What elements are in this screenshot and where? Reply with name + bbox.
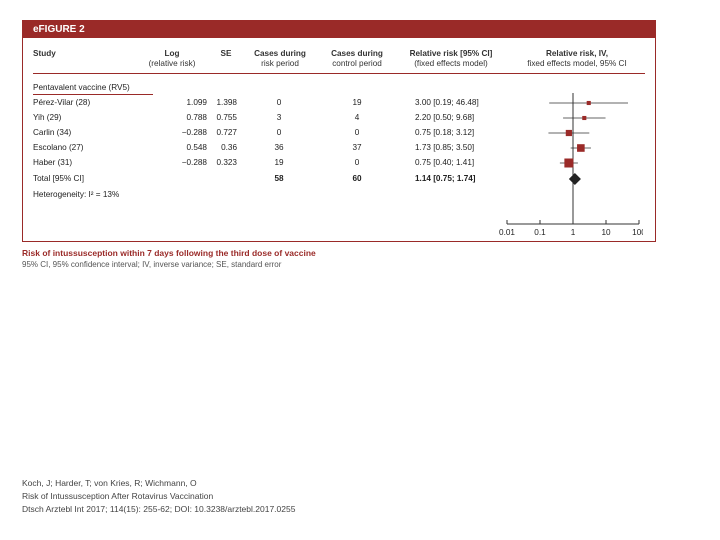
cases-control-value: 19 (352, 98, 362, 107)
col-header-study-label: Study (33, 49, 56, 58)
citation: Koch, J; Harder, T; von Kries, R; Wichma… (22, 477, 295, 516)
x-tick-label: 10 (601, 228, 611, 237)
col-header-control-sub: control period (332, 59, 382, 68)
study-square (582, 115, 587, 121)
pooled-diamond (568, 173, 581, 185)
cases-risk-value: 36 (274, 143, 284, 152)
study-name: Yih (29) (33, 113, 62, 122)
col-header-se: SE (211, 49, 241, 59)
se-value: 0.755 (216, 113, 238, 122)
col-header-risk-sub: risk period (261, 59, 299, 68)
col-header-plot: Relative risk, IV, fixed effects model, … (507, 49, 647, 69)
col-header-rr-sub: (fixed effects model) (414, 59, 488, 68)
rr-ci-value: 3.00 [0.19; 46.48] (415, 98, 479, 107)
log-rr-value: −0.288 (181, 128, 207, 137)
total-rr-ci: 1.14 [0.75; 1.74] (415, 174, 476, 183)
col-header-control-label: Cases during (331, 49, 383, 58)
study-square (565, 129, 572, 137)
x-tick-label: 0.01 (499, 228, 515, 237)
study-square (577, 144, 585, 152)
total-cases-risk: 58 (274, 174, 284, 183)
study-square (586, 100, 591, 106)
total-cases-control: 60 (352, 174, 362, 183)
figure-header: eFIGURE 2 (23, 21, 655, 38)
se-value: 0.323 (216, 158, 238, 167)
col-header-log-label: Log (164, 49, 180, 58)
cases-risk-value: 3 (276, 113, 282, 122)
col-header-rr-label: Relative risk [95% CI] (409, 49, 493, 58)
se-value: 0.36 (221, 143, 237, 152)
cases-risk-value: 0 (276, 98, 282, 107)
log-rr-value: 1.099 (186, 98, 208, 107)
cases-risk-value: 0 (276, 128, 282, 137)
log-rr-value: 0.548 (186, 143, 208, 152)
cases-risk-value: 19 (274, 158, 284, 167)
figure-frame: eFIGURE 2 Study Log (relative risk) SE C… (22, 20, 656, 242)
group-label: Pentavalent vaccine (RV5) (33, 83, 130, 92)
group-divider (33, 94, 153, 95)
cases-control-value: 4 (354, 113, 360, 122)
figure-caption: Risk of intussusception within 7 days fo… (22, 248, 656, 270)
citation-source: Dtsch Arztebl Int 2017; 114(15): 255-62;… (22, 504, 296, 514)
header-divider (33, 73, 645, 74)
caption-title: Risk of intussusception within 7 days fo… (22, 248, 316, 258)
study-name: Escolano (27) (33, 143, 84, 152)
heterogeneity-note: Heterogeneity: I² = 13% (33, 190, 120, 199)
x-tick-label: 100 (632, 228, 643, 237)
study-name: Carlin (34) (33, 128, 72, 137)
x-tick-label: 0.1 (534, 228, 546, 237)
total-label: Total [95% CI] (33, 174, 84, 183)
cases-control-value: 37 (352, 143, 362, 152)
rr-ci-value: 1.73 [0.85; 3.50] (415, 143, 475, 152)
rr-ci-value: 0.75 [0.40; 1.41] (415, 158, 475, 167)
col-header-study: Study (33, 49, 93, 59)
col-header-control: Cases during control period (321, 49, 393, 69)
cases-control-value: 0 (354, 158, 360, 167)
cases-control-value: 0 (354, 128, 360, 137)
study-name: Haber (31) (33, 158, 73, 167)
log-rr-value: 0.788 (186, 113, 208, 122)
col-header-log: Log (relative risk) (131, 49, 213, 69)
col-header-risk-label: Cases during (254, 49, 306, 58)
study-square (564, 158, 574, 168)
x-tick-label: 1 (571, 228, 576, 237)
rr-ci-value: 0.75 [0.18; 3.12] (415, 128, 475, 137)
col-header-log-sub: (relative risk) (148, 59, 196, 68)
col-header-rr: Relative risk [95% CI] (fixed effects mo… (395, 49, 507, 69)
citation-title: Risk of Intussusception After Rotavirus … (22, 491, 214, 501)
col-header-plot-label: Relative risk, IV, (545, 49, 609, 58)
col-header-plot-sub: fixed effects model, 95% CI (527, 59, 627, 68)
study-name: Pérez-Vilar (28) (33, 98, 91, 107)
col-header-risk: Cases during risk period (241, 49, 319, 69)
rr-ci-value: 2.20 [0.50; 9.68] (415, 113, 475, 122)
caption-note: 95% CI, 95% confidence interval; IV, inv… (22, 260, 282, 269)
citation-authors: Koch, J; Harder, T; von Kries, R; Wichma… (22, 478, 197, 488)
se-value: 0.727 (216, 128, 238, 137)
se-value: 1.398 (216, 98, 238, 107)
log-rr-value: −0.288 (181, 158, 207, 167)
forest-plot: 0.01 0.1 1 10 100 (499, 93, 643, 237)
col-header-se-label: SE (220, 49, 232, 58)
